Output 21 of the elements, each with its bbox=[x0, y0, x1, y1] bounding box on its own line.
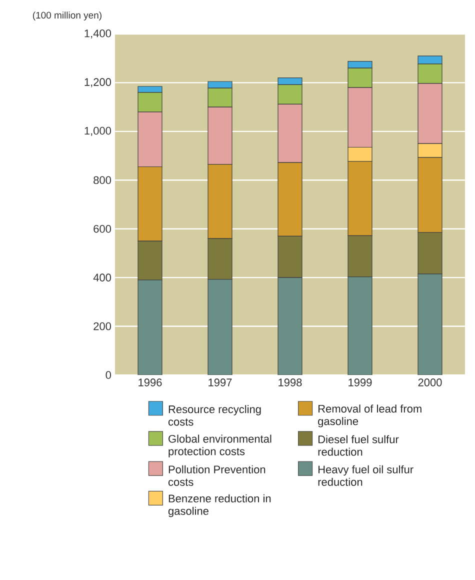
x-tick-label: 1996 bbox=[138, 378, 162, 386]
legend-label: Heavy fuel oil sulfur reduction bbox=[318, 465, 414, 486]
legend-label: Benzene reduction in gasoline bbox=[168, 494, 271, 518]
x-tick-label: 2000 bbox=[418, 378, 442, 386]
x-tick-label: 1999 bbox=[348, 378, 372, 386]
y-tick-label: 1,400 bbox=[84, 29, 112, 39]
legend-label: Global environmental protection costs bbox=[168, 434, 272, 458]
legend-label: Resource recycling costs bbox=[168, 405, 261, 426]
legend-label: Diesel fuel sulfur reduction bbox=[318, 435, 399, 456]
y-tick-label: 200 bbox=[94, 322, 112, 330]
y-tick-label: 400 bbox=[93, 274, 112, 282]
y-tick-label: 1,200 bbox=[84, 78, 112, 88]
y-axis-title: (100 million yen) bbox=[32, 12, 102, 20]
legend-label: Pollution Prevention costs bbox=[168, 465, 266, 486]
y-tick-label: 600 bbox=[94, 224, 112, 233]
y-tick-label: 800 bbox=[94, 176, 112, 184]
y-tick-label: 0 bbox=[106, 371, 112, 379]
x-tick-label: 1997 bbox=[208, 378, 232, 386]
x-tick-label: 1998 bbox=[278, 378, 302, 386]
y-tick-label: 1,000 bbox=[84, 126, 112, 136]
legend-label: Removal of lead from gasoline bbox=[318, 404, 422, 428]
